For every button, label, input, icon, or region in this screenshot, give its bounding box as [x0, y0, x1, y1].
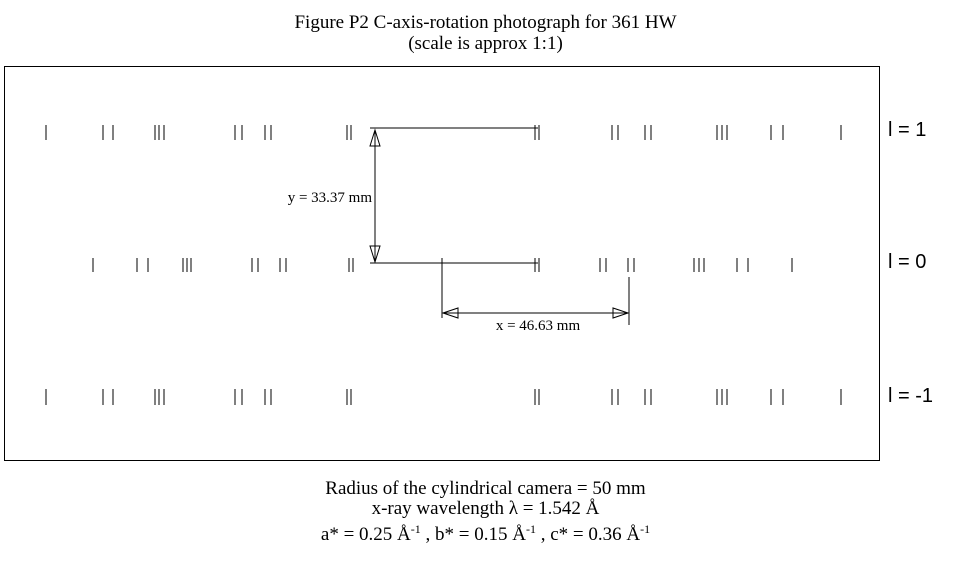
c-star-exponent: -1	[640, 522, 651, 536]
reciprocal-constants: a* = 0.25 Å-1 , b* = 0.15 Å-1 , c* = 0.3…	[0, 522, 971, 545]
b-star-text: , b* = 0.15 Å	[420, 524, 526, 545]
dimension-x: x = 46.63 mm	[441, 258, 630, 334]
c-star-text: , c* = 0.36 Å	[535, 524, 641, 545]
x-arrow-left-icon	[441, 307, 459, 319]
a-star-text: a* = 0.25 Å	[320, 524, 411, 545]
camera-radius-text: Radius of the cylindrical camera = 50 mm	[325, 478, 646, 499]
photograph-frame	[4, 66, 880, 461]
y-arrow-down-icon	[369, 245, 381, 264]
y-label-bg	[272, 187, 372, 207]
x-dimension-label: x = 46.63 mm	[496, 318, 581, 334]
figure-title: Figure P2 C-axis-rotation photograph for…	[294, 12, 677, 33]
a-star-exponent: -1	[410, 522, 421, 536]
layer-label-l0: l = 0	[888, 251, 927, 273]
b-star-exponent: -1	[525, 522, 536, 536]
wavelength-text: x-ray wavelength λ = 1.542 Å	[371, 498, 600, 519]
figure-subtitle: (scale is approx 1:1)	[408, 33, 563, 54]
dimension-y: y = 33.37 mm	[272, 127, 538, 264]
layer-label-l1: l = 1	[888, 119, 927, 141]
x-arrow-right-icon	[612, 307, 630, 319]
y-arrow-up-icon	[369, 128, 381, 147]
layer-label-lminus1: l = -1	[888, 385, 934, 407]
y-dimension-label: y = 33.37 mm	[288, 190, 373, 206]
diffraction-spots	[45, 125, 842, 405]
